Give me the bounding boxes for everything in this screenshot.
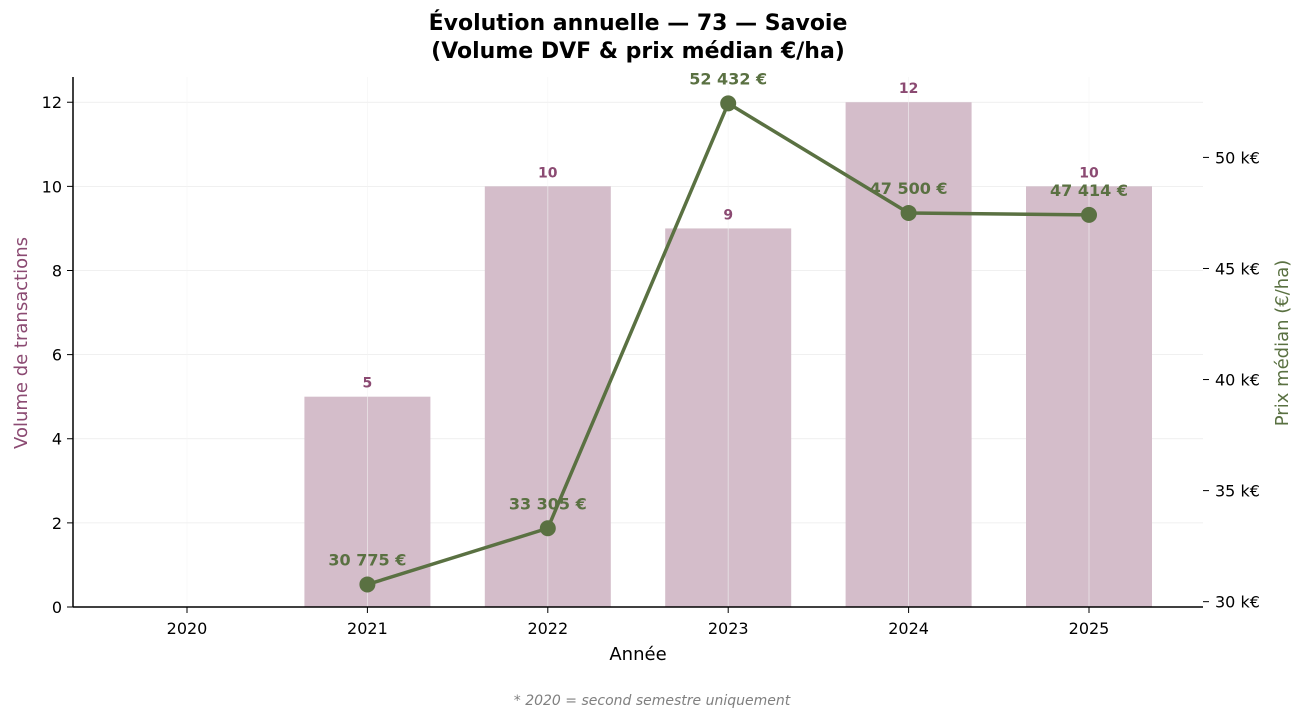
- price-value-label: 47 500 €: [870, 179, 948, 198]
- y-tick-left-label: 10: [42, 177, 62, 196]
- grid-x: [186, 77, 1090, 607]
- price-point: [900, 204, 917, 221]
- y-tick-left-label: 6: [52, 346, 62, 365]
- y-axis-left-label: Volume de transactions: [11, 237, 32, 449]
- price-point: [359, 576, 376, 593]
- price-point: [1081, 206, 1097, 223]
- chart-title-line1: Évolution annuelle — 73 — Savoie: [429, 10, 848, 36]
- bar-value-label: 10: [1079, 165, 1099, 181]
- price-value-label: 33 305 €: [509, 494, 587, 513]
- bar-value-label: 12: [899, 81, 918, 97]
- price-point: [539, 520, 556, 537]
- y-tick-right-label: 40 k€: [1215, 371, 1260, 390]
- y-tick-right-label: 45 k€: [1215, 259, 1260, 278]
- y-tick-left-label: 8: [52, 261, 62, 280]
- y-tick-left-label: 2: [52, 514, 62, 533]
- x-tick-label: 2025: [1069, 619, 1110, 638]
- y-tick-right-label: 50 k€: [1215, 148, 1260, 167]
- data-labels: 5 10 9 12 10 30 775 € 33 305 € 52 432 € 47 500 €…: [328, 69, 1128, 569]
- price-point: [720, 95, 737, 112]
- bar-value-label: 10: [538, 165, 558, 181]
- x-axis-label: Année: [609, 644, 666, 665]
- grid: [73, 101, 1203, 608]
- x-tick-label: 2024: [888, 619, 929, 638]
- price-value-label: 30 775 €: [328, 550, 406, 569]
- bar-value-label: 5: [363, 376, 373, 392]
- y-tick-left-label: 0: [52, 598, 62, 617]
- x-tick-label: 2023: [708, 619, 749, 638]
- x-tick-label: 2022: [527, 619, 568, 638]
- y-tick-left-label: 12: [42, 93, 62, 112]
- footnote: * 2020 = second semestre uniquement: [514, 693, 791, 709]
- bar-value-label: 9: [723, 207, 733, 223]
- y-tick-left-label: 4: [52, 430, 62, 449]
- y-tick-right-label: 35 k€: [1215, 482, 1260, 501]
- chart-title-line2: (Volume DVF & prix médian €/ha): [431, 39, 845, 64]
- price-value-label: 52 432 €: [689, 69, 767, 88]
- x-tick-label: 2020: [167, 619, 208, 638]
- price-line-group: [359, 95, 1097, 593]
- price-value-label: 47 414 €: [1050, 181, 1128, 200]
- y-tick-right-label: 30 k€: [1215, 593, 1260, 612]
- y-axis-right-label: Prix médian (€/ha): [1272, 260, 1293, 427]
- x-tick-label: 2021: [347, 619, 388, 638]
- axes: 0 2 4 6 8 10 12 30 k€ 35 k€ 40 k€ 45 k€ 50 k€ 2020 20…: [42, 77, 1260, 638]
